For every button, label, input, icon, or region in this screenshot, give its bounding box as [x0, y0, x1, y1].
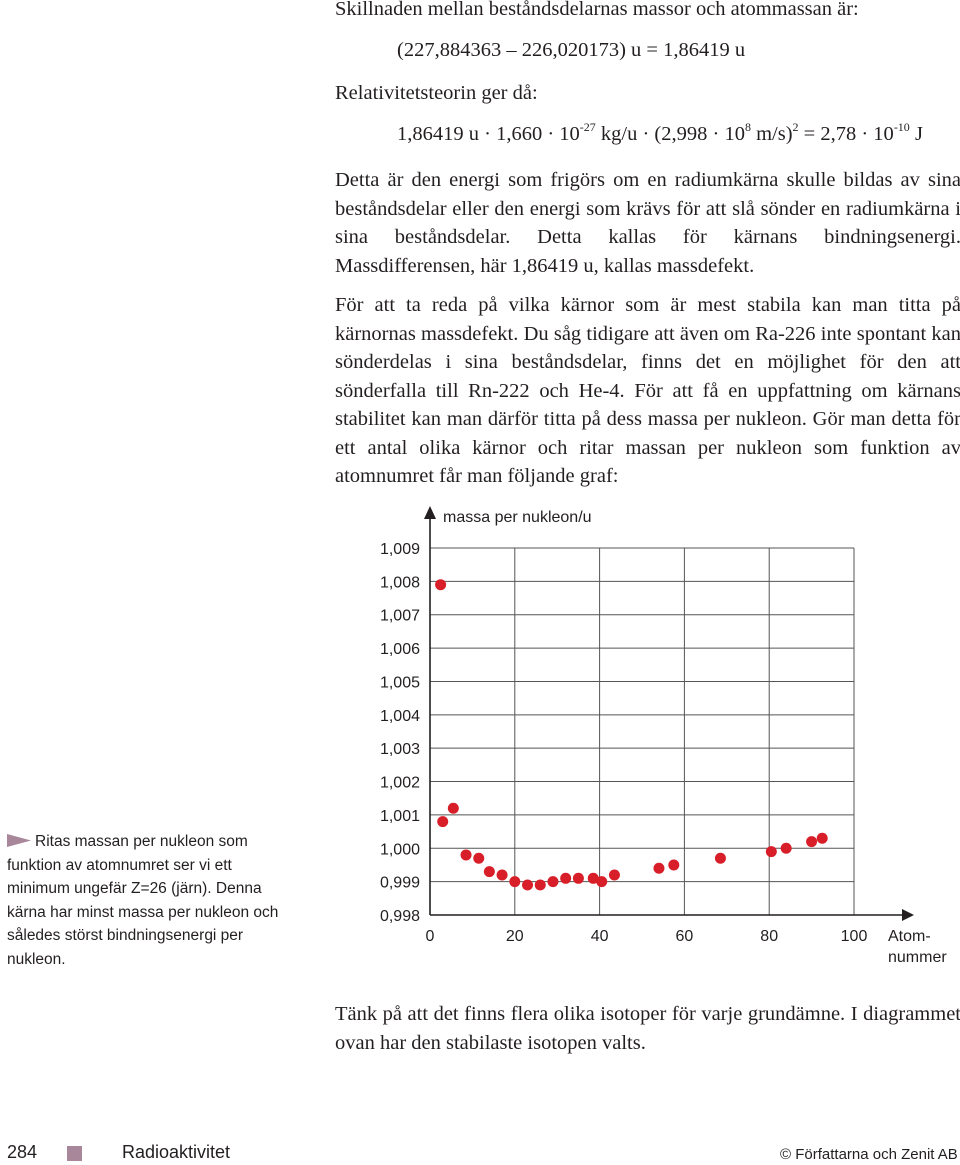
data-point [483, 866, 495, 878]
y-axis-arrow-icon [424, 506, 436, 519]
data-point [714, 852, 726, 864]
y-tick-label: 1,006 [380, 641, 420, 658]
data-point [816, 832, 828, 844]
intro-line: Skillnaden mellan beståndsdelarnas masso… [335, 0, 859, 20]
eq-part: kg/u · (2,998 · 10 [595, 123, 745, 145]
eq-part: 1,86419 u · 1,660 · 10 [397, 123, 580, 145]
mass-per-nucleon-chart: 0,998 0,999 1,000 1,001 1,002 1,003 1,004 1,005… [380, 506, 947, 966]
x-axis-arrow-icon [902, 909, 914, 921]
data-point [765, 846, 777, 858]
pointer-arrow-icon [7, 834, 31, 847]
data-point [447, 802, 459, 814]
data-point [460, 849, 472, 861]
y-tick-label: 1,004 [380, 708, 420, 725]
chart-axes [424, 506, 914, 921]
paragraph-binding-energy: Detta är den energi som frigörs om en ra… [335, 169, 960, 277]
data-point [437, 816, 449, 828]
data-point [806, 836, 818, 848]
data-point [547, 876, 559, 888]
chapter-title: Radioaktivitet [122, 1142, 231, 1162]
y-axis-label: massa per nukleon/u [443, 509, 592, 526]
paragraph-isotopes: Tänk på att det finns flera olika isotop… [335, 1003, 960, 1054]
data-point [509, 876, 521, 888]
data-point [435, 579, 447, 591]
data-point [653, 862, 665, 874]
y-tick-label: 1,002 [380, 775, 420, 792]
data-point [496, 869, 508, 881]
eq-part: m/s) [750, 123, 793, 145]
x-axis-label-line1: Atom- [888, 928, 931, 945]
x-tick-label: 100 [841, 928, 868, 945]
x-tick-label: 40 [591, 928, 609, 945]
eq-exponent: -10 [893, 120, 910, 134]
y-tick-label: 1,009 [380, 541, 420, 558]
data-point [780, 842, 792, 854]
paragraph-stability: För att ta reda på vilka kärnor som är m… [335, 294, 960, 487]
data-point [587, 872, 599, 884]
y-tick-label: 1,001 [380, 808, 420, 825]
eq-part: = 2,78 · 10 [798, 123, 894, 145]
equation-energy: 1,86419 u · 1,660 · 10-27 kg/u · (2,998 … [397, 120, 923, 146]
chapter-marker-icon [67, 1146, 82, 1161]
eq-exponent: 8 [744, 120, 751, 134]
sidenote-text: Ritas massan per nukleon som funktion av… [7, 833, 279, 968]
data-point [522, 879, 534, 891]
data-point [534, 879, 546, 891]
x-tick-label: 80 [760, 928, 778, 945]
y-tick-label: 1,000 [380, 841, 420, 858]
eq-exponent: 2 [792, 120, 799, 134]
eq-part: J [909, 123, 923, 145]
eq-exponent: -27 [579, 120, 596, 134]
y-tick-label: 1,007 [380, 608, 420, 625]
copyright: © Författarna och Zenit AB [780, 1146, 958, 1163]
data-point [473, 852, 485, 864]
relativity-line: Relativitetsteorin ger då: [335, 82, 538, 104]
y-tick-label: 1,008 [380, 574, 420, 591]
y-tick-label: 1,003 [380, 741, 420, 758]
page-number: 284 [7, 1142, 38, 1162]
y-tick-label: 0,998 [380, 908, 420, 925]
sidenote: Ritas massan per nukleon som funktion av… [7, 830, 287, 971]
y-tick-label: 1,005 [380, 674, 420, 691]
y-tick-label: 0,999 [380, 875, 420, 892]
data-point [668, 859, 680, 871]
y-tick-labels: 0,998 0,999 1,000 1,001 1,002 1,003 1,004 1,005… [380, 541, 420, 925]
x-axis-label-line2: nummer [888, 949, 947, 966]
x-tick-label: 20 [506, 928, 524, 945]
equation-mass-difference: (227,884363 – 226,020173) u = 1,86419 u [397, 39, 746, 61]
data-point [572, 872, 584, 884]
data-point [560, 872, 572, 884]
x-tick-labels: 0 20 40 60 80 100 [426, 928, 868, 945]
data-point [608, 869, 620, 881]
x-tick-label: 60 [676, 928, 694, 945]
data-point [596, 876, 608, 888]
x-tick-label: 0 [426, 928, 435, 945]
data-points [435, 579, 828, 891]
chart-grid [430, 547, 855, 915]
